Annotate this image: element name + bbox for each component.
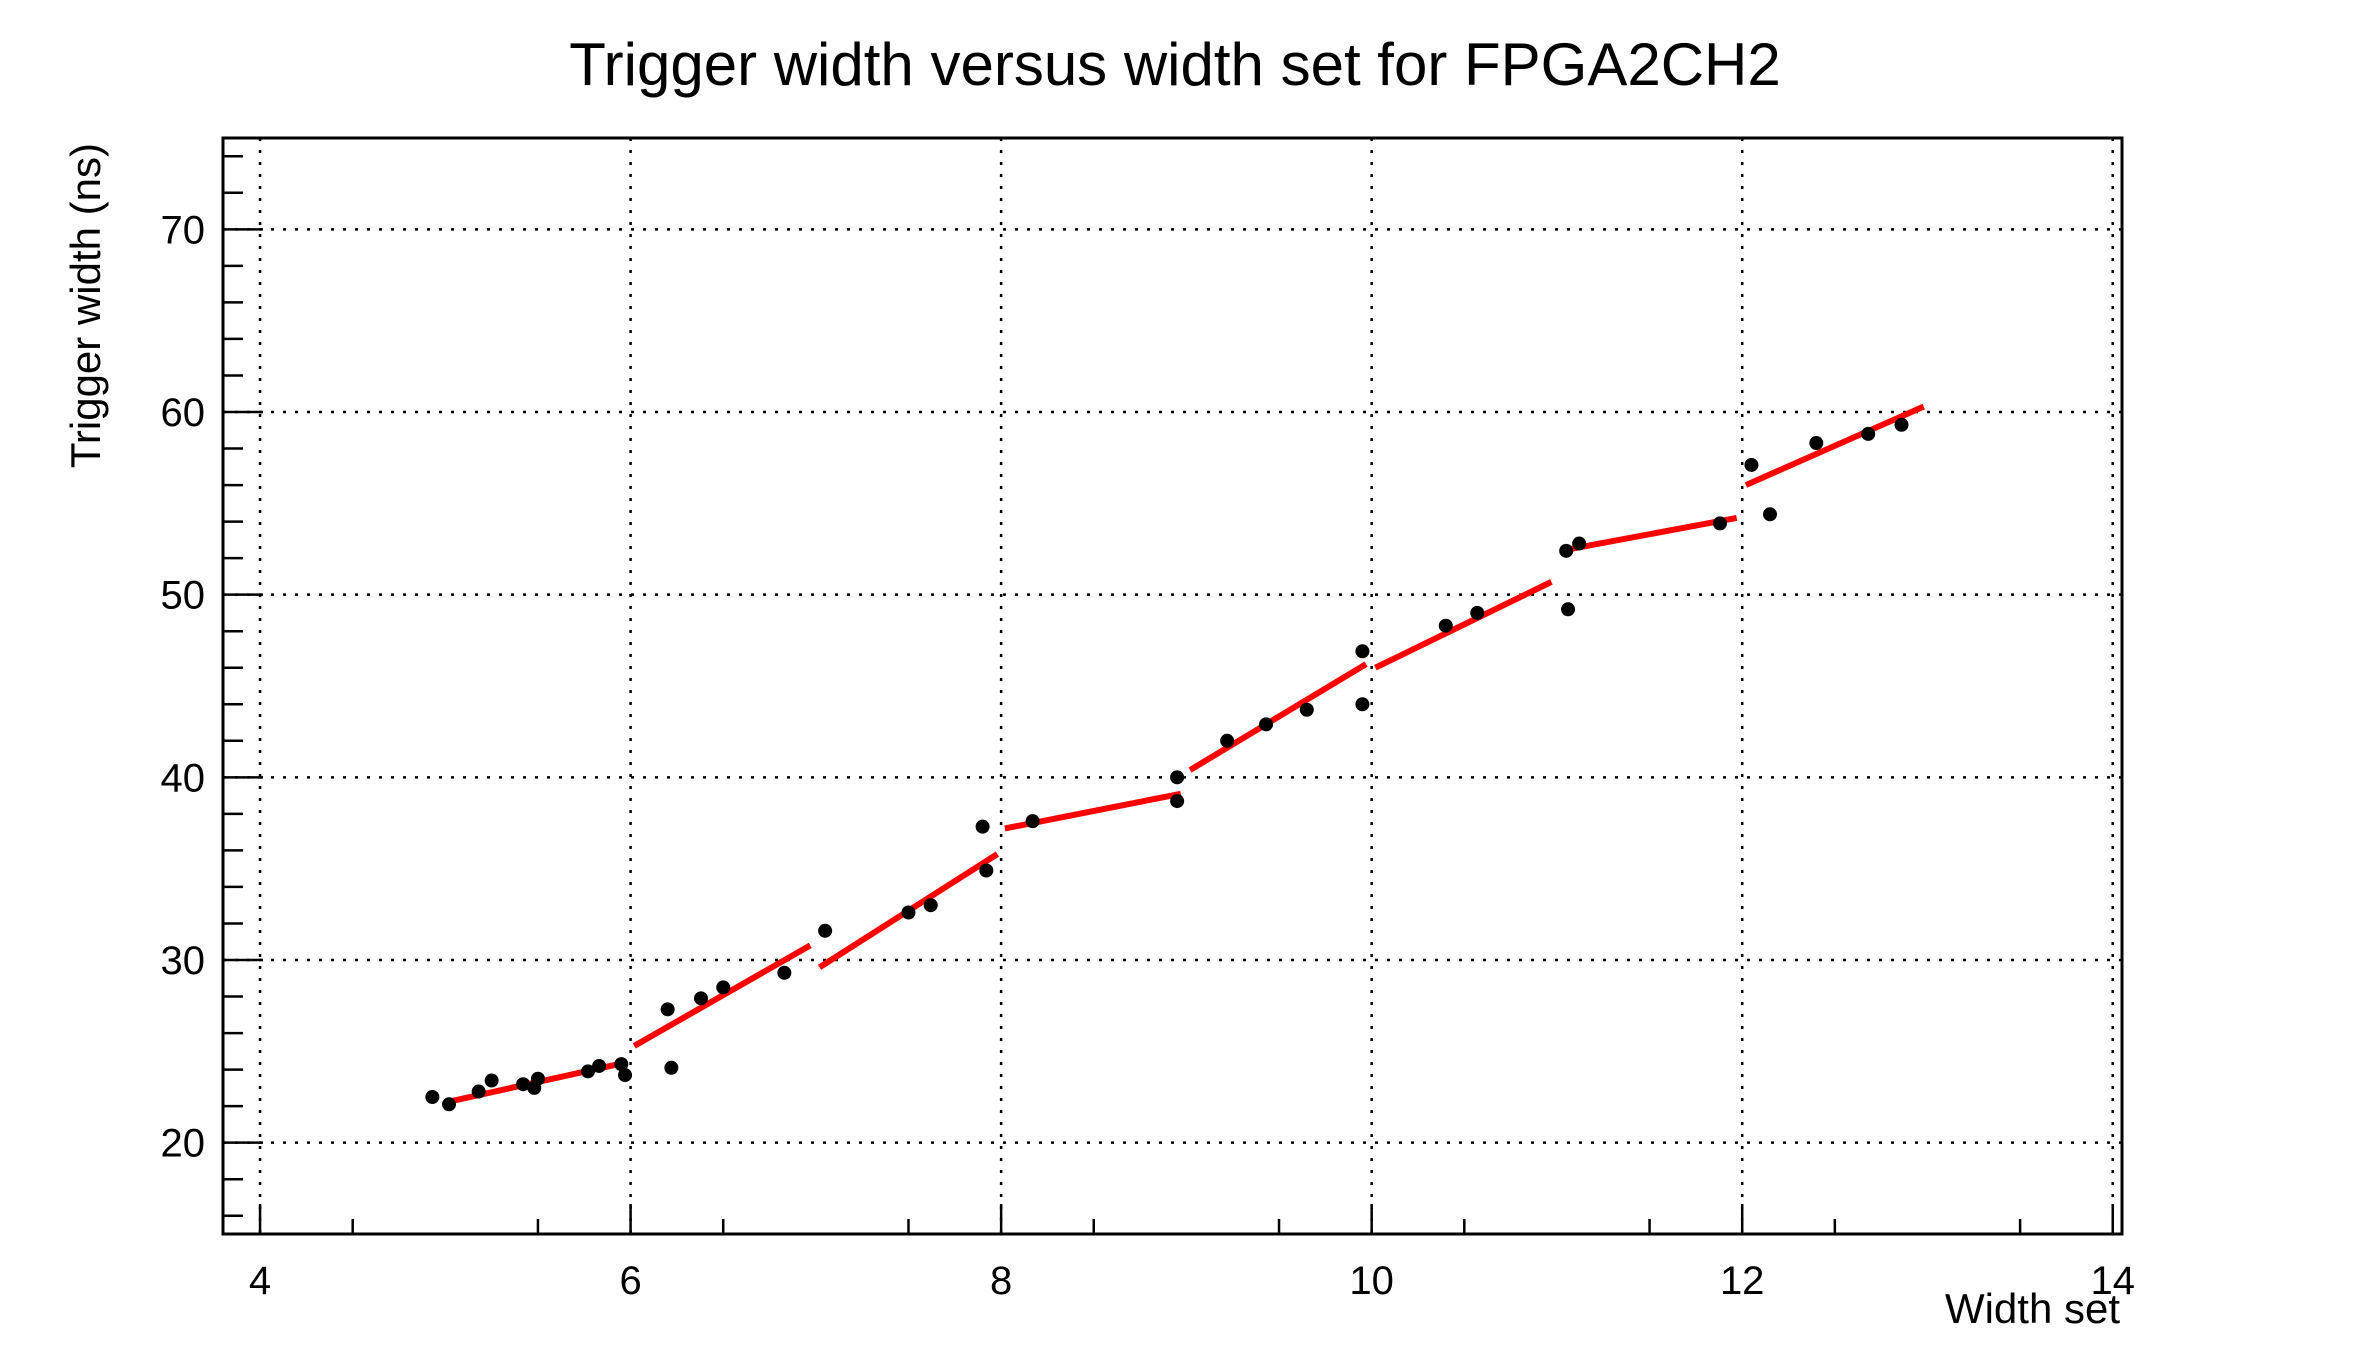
axis-ticks (223, 155, 2114, 1234)
fit-segment (1560, 514, 1738, 554)
fit-segment (1744, 403, 1925, 488)
data-point (693, 991, 708, 1006)
data-point (1259, 717, 1274, 732)
data-point (979, 863, 994, 878)
y-tick-label: 70 (161, 208, 206, 252)
data-point (1894, 417, 1909, 432)
y-tick-labels: 20 30 40 50 60 70 (161, 208, 206, 1165)
data-point (975, 819, 990, 834)
data-point (1355, 697, 1370, 712)
chart-title: Trigger width versus width set for FPGA2… (569, 31, 1781, 98)
data-point (1438, 618, 1453, 633)
data-point (484, 1073, 499, 1088)
data-point (614, 1057, 629, 1072)
data-point (1744, 457, 1759, 472)
data-point (1355, 644, 1370, 659)
data-point (471, 1084, 486, 1099)
x-tick-label: 8 (990, 1259, 1012, 1303)
data-point (660, 1002, 675, 1017)
x-tick-label: 6 (619, 1259, 641, 1303)
data-point (664, 1060, 679, 1075)
x-tick-labels: 4 6 8 10 12 14 (249, 1259, 2135, 1303)
data-point (777, 965, 792, 980)
data-point (1861, 426, 1876, 441)
data-point (923, 898, 938, 913)
y-tick-label: 40 (161, 756, 206, 800)
fit-segment (632, 942, 812, 1049)
x-tick-label: 4 (249, 1259, 271, 1303)
y-tick-label: 20 (161, 1122, 206, 1166)
y-tick-label: 50 (161, 574, 206, 618)
fit-lines (444, 403, 1925, 1106)
plot-frame (221, 136, 2124, 1236)
data-point (442, 1097, 457, 1112)
data-point (1712, 516, 1727, 531)
data-point (530, 1071, 545, 1086)
data-point (1572, 536, 1587, 551)
data-point (1809, 436, 1824, 451)
data-point (618, 1068, 633, 1083)
data-point (1170, 794, 1185, 809)
data-point (580, 1064, 595, 1079)
data-point (425, 1090, 440, 1104)
data-point (1299, 702, 1314, 717)
x-tick-label: 12 (1720, 1259, 1765, 1303)
data-points (425, 417, 1909, 1112)
data-point (1762, 507, 1777, 522)
data-point (516, 1077, 531, 1092)
data-point (1559, 543, 1574, 558)
data-point (1561, 602, 1576, 617)
data-point (901, 905, 916, 920)
x-tick-label: 10 (1349, 1259, 1394, 1303)
data-point (818, 923, 833, 938)
x-tick-label: 14 (2090, 1259, 2135, 1303)
data-point (1025, 814, 1040, 829)
fit-segment (1374, 579, 1553, 671)
y-tick-label: 30 (161, 939, 206, 983)
fit-segment (1188, 661, 1368, 773)
data-point (1470, 605, 1485, 620)
y-axis-label: Trigger width (ns) (62, 143, 109, 468)
data-point (592, 1058, 607, 1073)
x-axis-label: Width set (1945, 1285, 2120, 1332)
data-point (1220, 733, 1235, 748)
y-tick-label: 60 (161, 391, 206, 435)
data-point (716, 980, 731, 995)
data-point (1170, 770, 1185, 785)
